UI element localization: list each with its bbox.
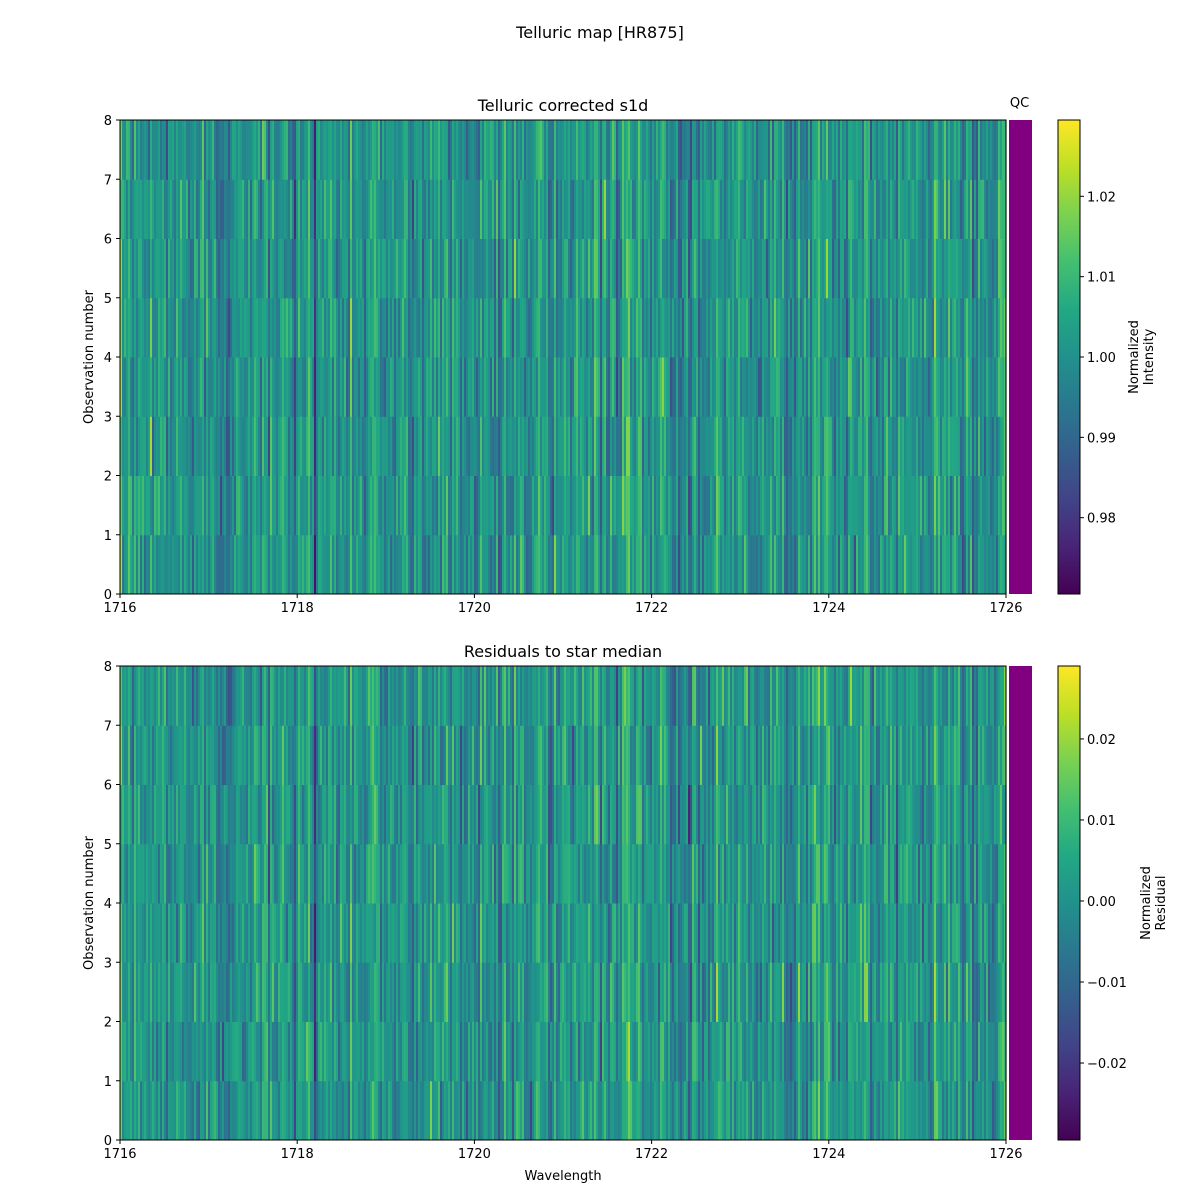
y-tick-label: 3	[104, 410, 112, 425]
colorbar-tick-label: 0.98	[1087, 512, 1116, 527]
colorbar-tick-label: 1.02	[1087, 190, 1116, 205]
y-tick-label: 4	[104, 351, 112, 366]
x-tick-label: 1718	[281, 601, 314, 616]
colorbar	[1058, 120, 1080, 594]
y-tick-label: 1	[104, 529, 112, 544]
qc-strip	[1009, 120, 1032, 594]
figure-title: Telluric map [HR875]	[515, 23, 684, 42]
colorbar-label: NormalizedIntensity	[1127, 320, 1157, 394]
colorbar-tick-label: 1.00	[1087, 351, 1116, 366]
x-tick-label: 1726	[989, 601, 1022, 616]
panel-title: Telluric corrected s1d	[477, 96, 649, 115]
qc-label: QC	[1010, 96, 1029, 111]
x-tick-label: 1716	[103, 601, 136, 616]
x-tick-label: 1720	[458, 601, 491, 616]
heatmap-2	[120, 666, 1007, 1141]
colorbar-tick-label: 1.01	[1087, 271, 1116, 286]
y-tick-label: 0	[104, 588, 112, 603]
y-tick-label: 2	[104, 470, 112, 485]
y-tick-label: 7	[104, 173, 112, 188]
y-tick-label: 8	[104, 114, 112, 129]
y-axis-label: Observation number	[82, 289, 97, 424]
x-tick-label: 1724	[812, 601, 845, 616]
y-tick-label: 6	[104, 233, 112, 248]
x-tick-label: 1722	[635, 601, 668, 616]
y-tick-label: 5	[104, 292, 112, 307]
heatmap-1	[120, 120, 1007, 595]
colorbar-tick-label: 0.99	[1087, 431, 1116, 446]
